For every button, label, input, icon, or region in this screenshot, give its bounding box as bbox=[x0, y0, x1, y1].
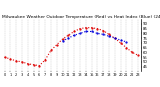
Text: Milwaukee Weather Outdoor Temperature (Red) vs Heat Index (Blue) (24 Hours): Milwaukee Weather Outdoor Temperature (R… bbox=[2, 15, 160, 19]
